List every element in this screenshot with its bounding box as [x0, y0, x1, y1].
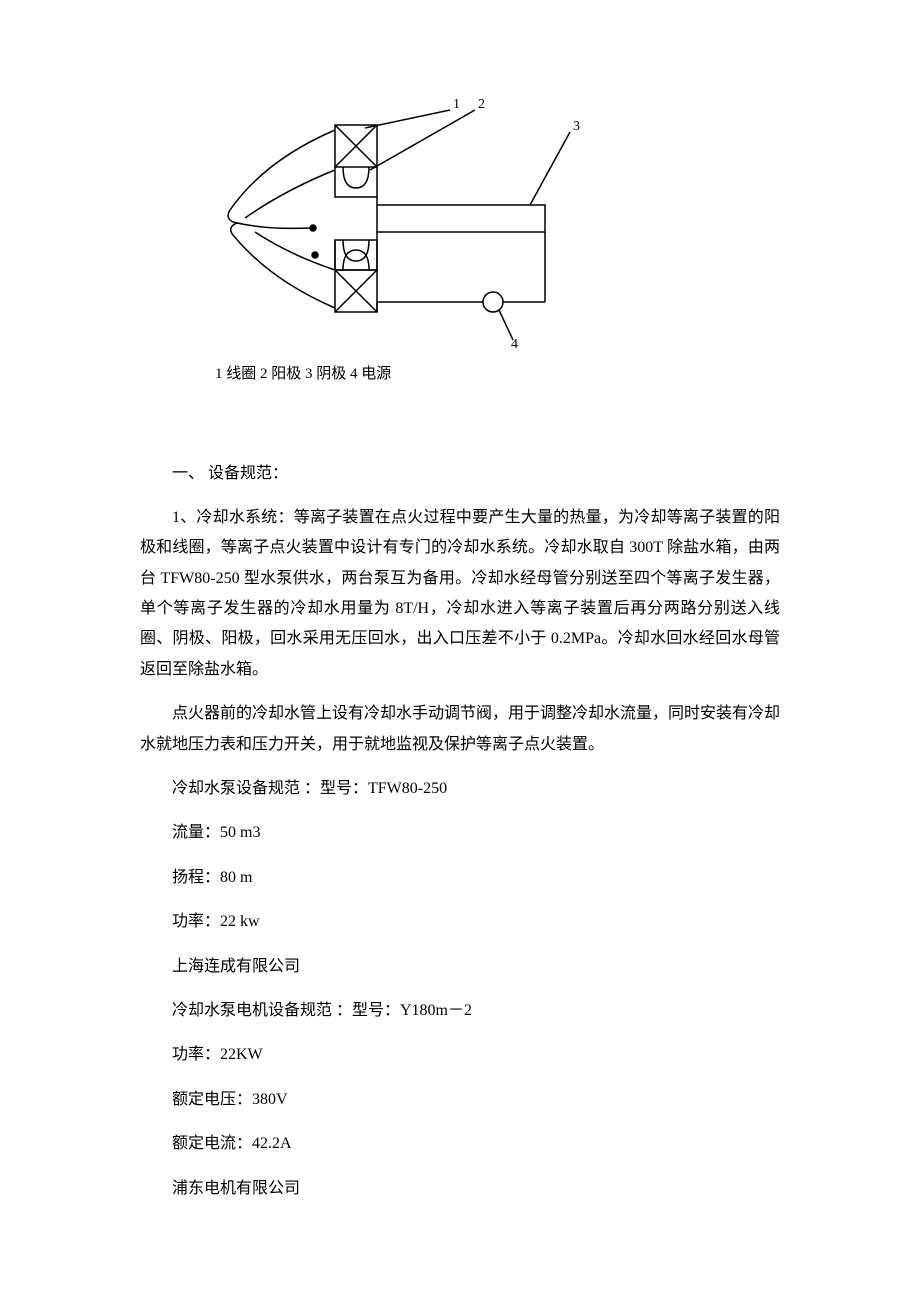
spec-company2: 浦东电机有限公司: [140, 1174, 780, 1204]
spec-company1: 上海连成有限公司: [140, 952, 780, 982]
paragraph-1: 1、冷却水系统：等离子装置在点火过程中要产生大量的热量，为冷却等离子装置的阳极和…: [140, 503, 780, 685]
svg-text:1: 1: [453, 97, 460, 112]
spec-pump-model: 冷却水泵设备规范 ：型号：TFW80-250: [140, 774, 780, 804]
svg-text:2: 2: [478, 97, 485, 112]
spec-motor-model: 冷却水泵电机设备规范 ：型号：Y180m－2: [140, 996, 780, 1026]
circuit-diagram-svg: 1 2 3 4: [215, 70, 595, 350]
diagram-caption: 1 线圈 2 阳极 3 阴极 4 电源: [215, 360, 780, 389]
svg-text:3: 3: [573, 119, 580, 134]
spec-voltage: 额定电压：380V: [140, 1085, 780, 1115]
section-title: 一、 设备规范：: [140, 459, 780, 489]
spec-current: 额定电流：42.2A: [140, 1129, 780, 1159]
spec-power: 功率：22 kw: [140, 907, 780, 937]
paragraph-2: 点火器前的冷却水管上设有冷却水手动调节阀，用于调整冷却水流量，同时安装有冷却水就…: [140, 699, 780, 760]
diagram: 1 2 3 4: [215, 70, 595, 350]
spec-head: 扬程：80 m: [140, 863, 780, 893]
spec-flow: 流量：50 m3: [140, 818, 780, 848]
svg-text:4: 4: [511, 337, 518, 350]
spec-motor-power: 功率：22KW: [140, 1040, 780, 1070]
